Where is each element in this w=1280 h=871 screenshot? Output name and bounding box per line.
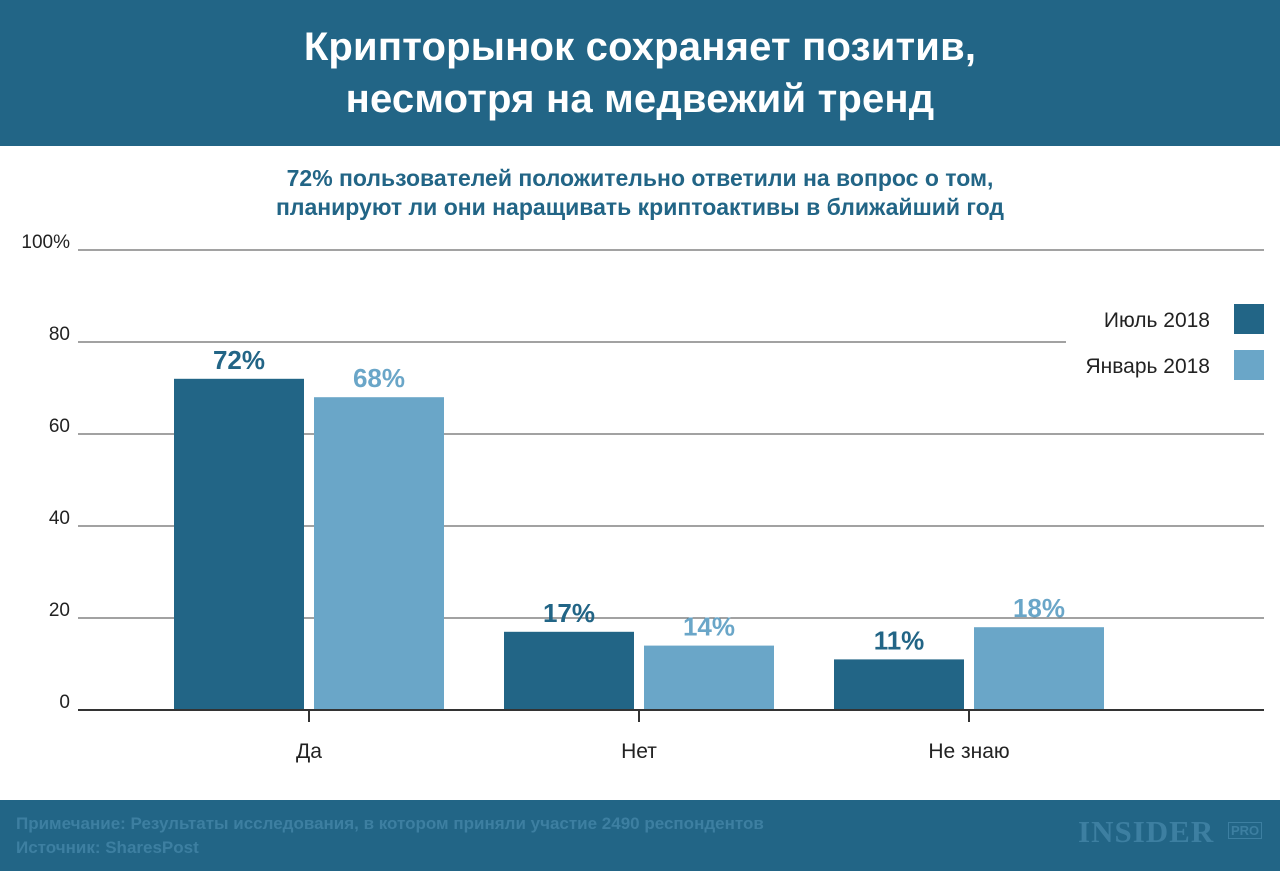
bar [834,659,964,710]
x-tick-label: Нет [621,740,657,763]
source-note: Источник: SharesPost [16,838,199,857]
y-tick-label: 40 [49,508,70,529]
bar [314,397,444,710]
y-tick-label: 20 [49,600,70,621]
bar [644,645,774,710]
data-label: 17% [543,598,595,628]
chart-subtitle-line-2: планируют ли они наращивать криптоактивы… [275,194,1005,220]
data-label: 72% [213,345,265,375]
y-tick-label: 100% [21,232,70,253]
bar-chart: 0 20 40 60 80 100% 72% 68% Да 17% 14% Нет 11% 18% Не з… [21,232,1264,763]
y-tick-label: 80 [49,324,70,345]
chart-header: Крипторынок сохраняет позитив, несмотря … [0,0,1280,146]
x-tick-label: Да [296,740,322,763]
chart-title-line-1: Крипторынок сохраняет позитив, [303,25,977,69]
chart-subtitle: 72% пользователей положительно ответили … [0,164,1280,222]
bar [174,378,304,710]
y-tick-label: 0 [59,692,70,713]
bar [504,631,634,710]
legend-label: Июль 2018 [1104,309,1210,332]
y-tick-label: 60 [49,416,70,437]
bar [974,627,1104,710]
legend-swatch [1234,350,1264,380]
x-tick-label: Не знаю [928,740,1009,763]
footnote: Примечание: Результаты исследования, в к… [16,814,764,833]
chart-footer: Примечание: Результаты исследования, в к… [0,800,1280,871]
data-label: 11% [874,625,925,655]
data-label: 18% [1013,593,1065,623]
data-label: 14% [683,612,735,642]
legend-label: Январь 2018 [1085,355,1210,378]
data-label: 68% [353,363,405,393]
chart-subtitle-line-1: 72% пользователей положительно ответили … [286,165,994,191]
insider-logo: INSIDER [1078,814,1215,849]
legend-swatch [1234,304,1264,334]
insider-logo-pro: PRO [1228,822,1263,839]
chart-title-line-2: несмотря на медвежий тренд [345,77,935,121]
